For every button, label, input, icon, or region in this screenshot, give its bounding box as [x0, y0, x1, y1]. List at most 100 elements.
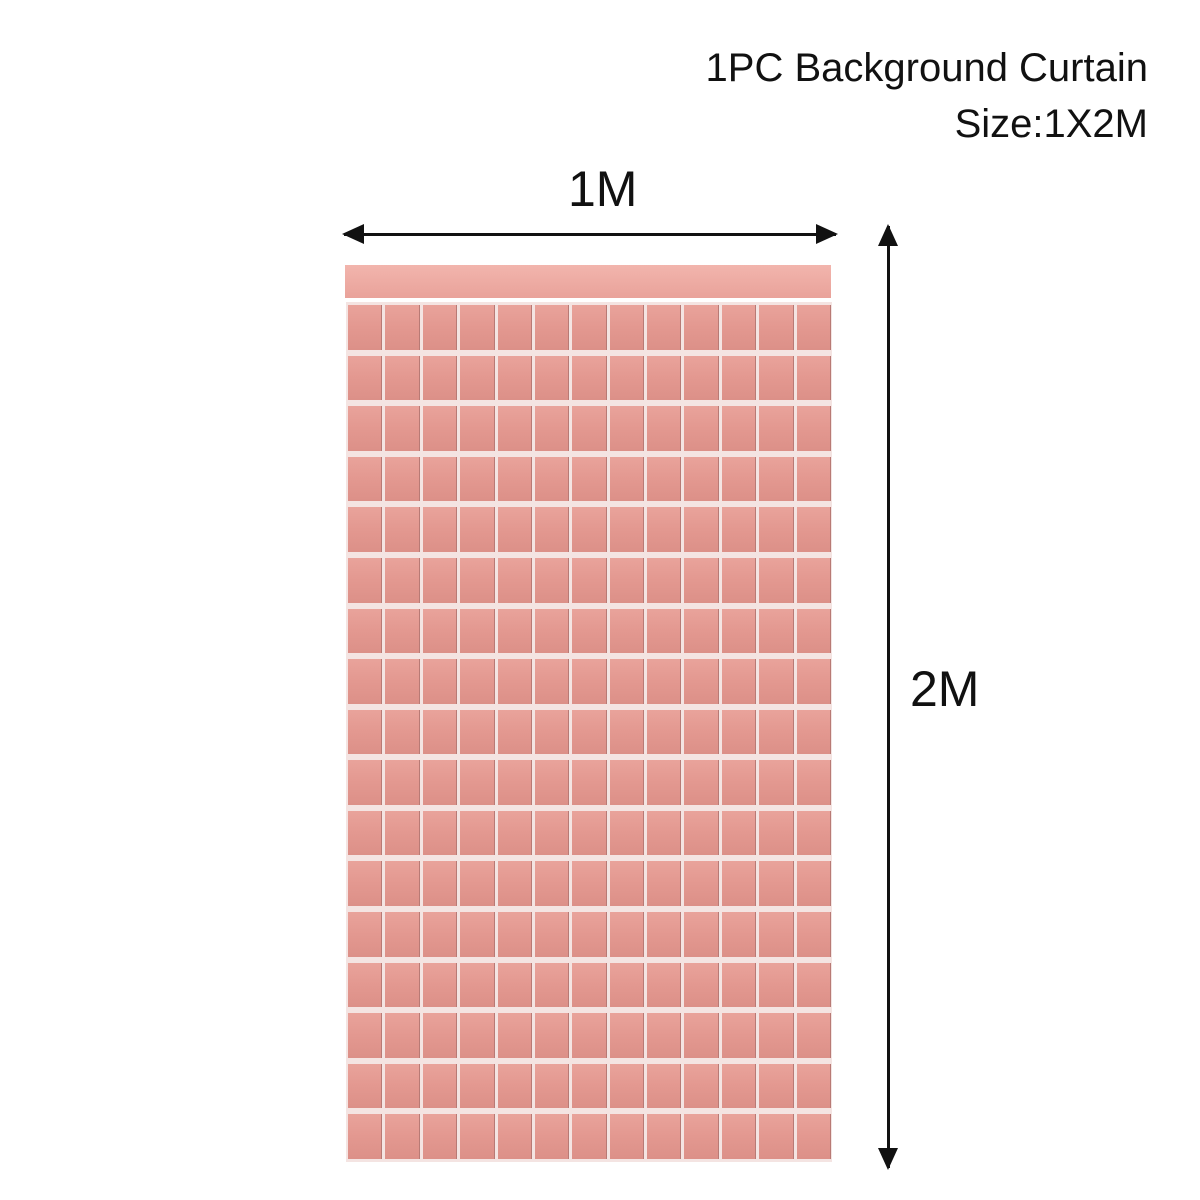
product-title: 1PC Background Curtain — [705, 46, 1148, 90]
curtain-tile — [721, 659, 757, 704]
curtain-tile — [609, 406, 645, 451]
curtain-tile — [609, 608, 645, 654]
curtain-tile — [534, 456, 570, 502]
curtain-tile — [684, 507, 719, 552]
curtain-tile — [422, 709, 458, 755]
curtain-tile — [534, 406, 570, 451]
curtain-tile — [385, 305, 420, 350]
curtain-tile — [534, 810, 570, 856]
curtain-tile — [721, 355, 757, 401]
curtain-tile — [348, 406, 383, 451]
curtain-tile — [572, 810, 607, 856]
curtain-tile — [759, 507, 794, 552]
curtain-tile — [684, 861, 719, 907]
curtain-tile — [460, 355, 495, 401]
curtain-tile — [684, 1063, 719, 1109]
curtain-tile — [534, 1063, 570, 1109]
product-title-block: 1PC Background Curtain Size:1X2M — [706, 40, 1148, 152]
curtain-tile — [422, 962, 458, 1008]
curtain-tile — [759, 305, 794, 350]
curtain-tile — [460, 305, 495, 350]
curtain-tile — [647, 406, 682, 451]
curtain-tile — [348, 1063, 383, 1109]
curtain-tile — [460, 1114, 495, 1159]
curtain-tile — [647, 810, 682, 856]
curtain-tile — [534, 760, 570, 805]
curtain-tile — [422, 507, 458, 552]
curtain-tile — [348, 557, 383, 603]
curtain-tile — [684, 456, 719, 502]
curtain-tile — [497, 355, 532, 401]
curtain-tile — [460, 760, 495, 805]
curtain-tile — [796, 355, 831, 401]
curtain-tile — [796, 1063, 831, 1109]
curtain-tile — [460, 507, 495, 552]
curtain-tile — [534, 861, 570, 907]
curtain-tile — [348, 507, 383, 552]
curtain-tile — [609, 557, 645, 603]
curtain-tile — [534, 709, 570, 755]
curtain-tile — [572, 709, 607, 755]
curtain-tile — [609, 810, 645, 856]
curtain-tile — [759, 1063, 794, 1109]
curtain-tile — [759, 608, 794, 654]
curtain-tile — [497, 305, 532, 350]
curtain-tile — [796, 659, 831, 704]
curtain-tile — [348, 962, 383, 1008]
curtain-tile — [385, 406, 420, 451]
curtain-tile — [385, 709, 420, 755]
curtain-tile — [684, 709, 719, 755]
curtain-tile — [534, 962, 570, 1008]
curtain-tile — [721, 810, 757, 856]
curtain-tile — [721, 861, 757, 907]
curtain-tile — [460, 456, 495, 502]
curtain-tile — [572, 557, 607, 603]
curtain-tile — [647, 861, 682, 907]
curtain-header-band — [345, 265, 831, 298]
curtain-tile — [647, 709, 682, 755]
curtain-tile — [497, 659, 532, 704]
curtain-tile — [460, 861, 495, 907]
curtain-tile — [609, 1063, 645, 1109]
curtain-tile — [609, 355, 645, 401]
curtain-tile — [460, 962, 495, 1008]
curtain-tile — [348, 912, 383, 957]
curtain-tile — [759, 760, 794, 805]
curtain-tile — [572, 1013, 607, 1058]
curtain-tile — [534, 507, 570, 552]
curtain-tile — [348, 659, 383, 704]
curtain-tile — [796, 810, 831, 856]
curtain-tile — [385, 1063, 420, 1109]
curtain-tile — [721, 406, 757, 451]
curtain-tile — [721, 962, 757, 1008]
curtain-tile — [609, 507, 645, 552]
curtain-tile — [647, 1114, 682, 1159]
curtain-tile — [609, 962, 645, 1008]
curtain-tile — [684, 355, 719, 401]
curtain-tile — [759, 456, 794, 502]
curtain-tile — [759, 1114, 794, 1159]
curtain-tile — [497, 709, 532, 755]
curtain-tile — [796, 507, 831, 552]
curtain-tile — [497, 810, 532, 856]
curtain-tile — [348, 608, 383, 654]
curtain-tile — [721, 709, 757, 755]
curtain-tile — [572, 507, 607, 552]
curtain-tile — [796, 709, 831, 755]
curtain-tile — [534, 1013, 570, 1058]
curtain-tile — [721, 305, 757, 350]
curtain-tile — [348, 709, 383, 755]
curtain-tile — [647, 659, 682, 704]
curtain-tile — [385, 1114, 420, 1159]
curtain-tile — [721, 1114, 757, 1159]
curtain-tile — [497, 912, 532, 957]
curtain-tile — [385, 912, 420, 957]
curtain-tile — [796, 456, 831, 502]
curtain-tile — [759, 1013, 794, 1058]
curtain-tile — [348, 1013, 383, 1058]
curtain-tile — [721, 1013, 757, 1058]
curtain-tile — [609, 912, 645, 957]
curtain-tile — [497, 1114, 532, 1159]
curtain-tile — [460, 912, 495, 957]
curtain-tile — [572, 962, 607, 1008]
